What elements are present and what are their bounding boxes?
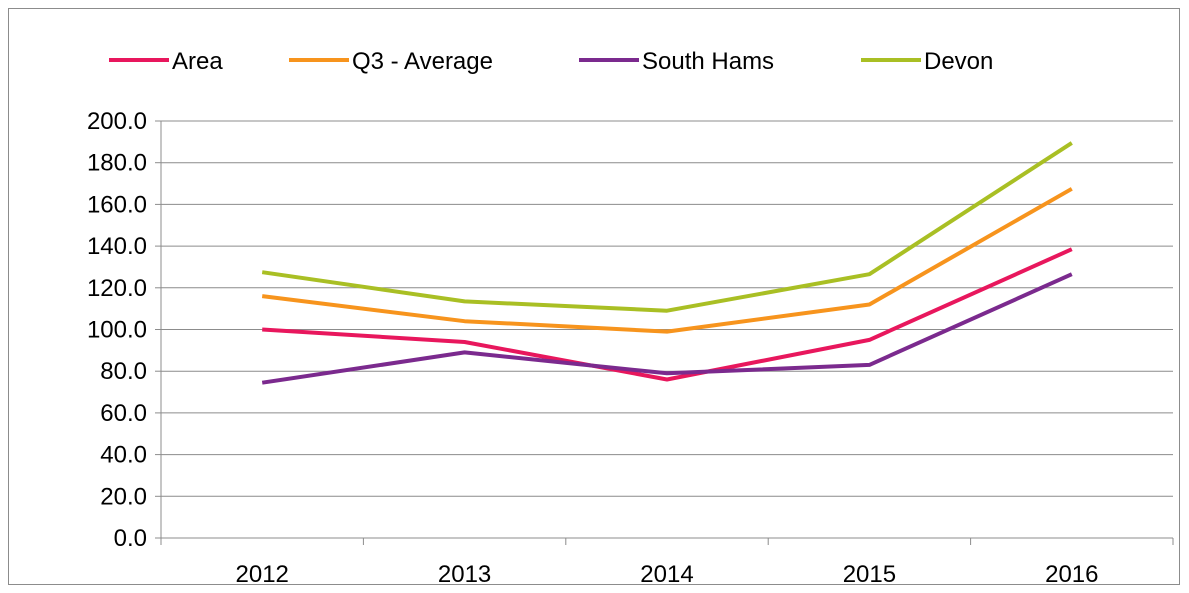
series-line-q3-average xyxy=(261,187,1073,334)
legend-label-devon: Devon xyxy=(924,48,993,75)
y-tick-label: 160.0 xyxy=(87,191,147,218)
x-tick-label: 2015 xyxy=(843,561,896,586)
legend-label-south-hams: South Hams xyxy=(642,48,774,75)
y-tick-label: 100.0 xyxy=(87,317,147,344)
y-tick-label: 60.0 xyxy=(100,400,147,427)
y-axis-ticks: 0.0 20.0 40.0 60.0 80.0 100.0 120.0 140.0 160.0 1… xyxy=(87,108,147,552)
y-tick-label: 180.0 xyxy=(87,150,147,177)
x-tick-label: 2013 xyxy=(438,561,491,586)
legend-label-area: Area xyxy=(172,48,223,75)
x-tick-label: 2012 xyxy=(236,561,289,586)
y-tick-label: 20.0 xyxy=(100,483,147,510)
series-lines xyxy=(261,141,1073,385)
x-tick-label: 2014 xyxy=(640,561,693,586)
y-tick-label: 80.0 xyxy=(100,358,147,385)
series-line-south-hams xyxy=(261,272,1073,385)
series-line-area xyxy=(262,247,1073,382)
legend: Area Q3 - Average South Hams Devon xyxy=(109,48,993,75)
y-tick-label: 140.0 xyxy=(87,233,147,260)
y-tick-label: 0.0 xyxy=(114,525,147,552)
line-chart: 0.0 20.0 40.0 60.0 80.0 100.0 120.0 140.0 160.0 1… xyxy=(87,48,1174,586)
y-tick-label: 40.0 xyxy=(100,442,147,469)
y-tick-label: 120.0 xyxy=(87,275,147,302)
legend-label-q3-average: Q3 - Average xyxy=(352,48,493,75)
x-tick-label: 2016 xyxy=(1045,561,1098,586)
x-axis-ticks: 2012 2013 2014 2015 2016 xyxy=(236,561,1099,586)
axes xyxy=(155,120,1174,545)
chart-frame: 0.0 20.0 40.0 60.0 80.0 100.0 120.0 140.0 160.0 1… xyxy=(8,8,1180,586)
y-tick-label: 200.0 xyxy=(87,108,147,135)
series-line-devon xyxy=(261,141,1073,313)
